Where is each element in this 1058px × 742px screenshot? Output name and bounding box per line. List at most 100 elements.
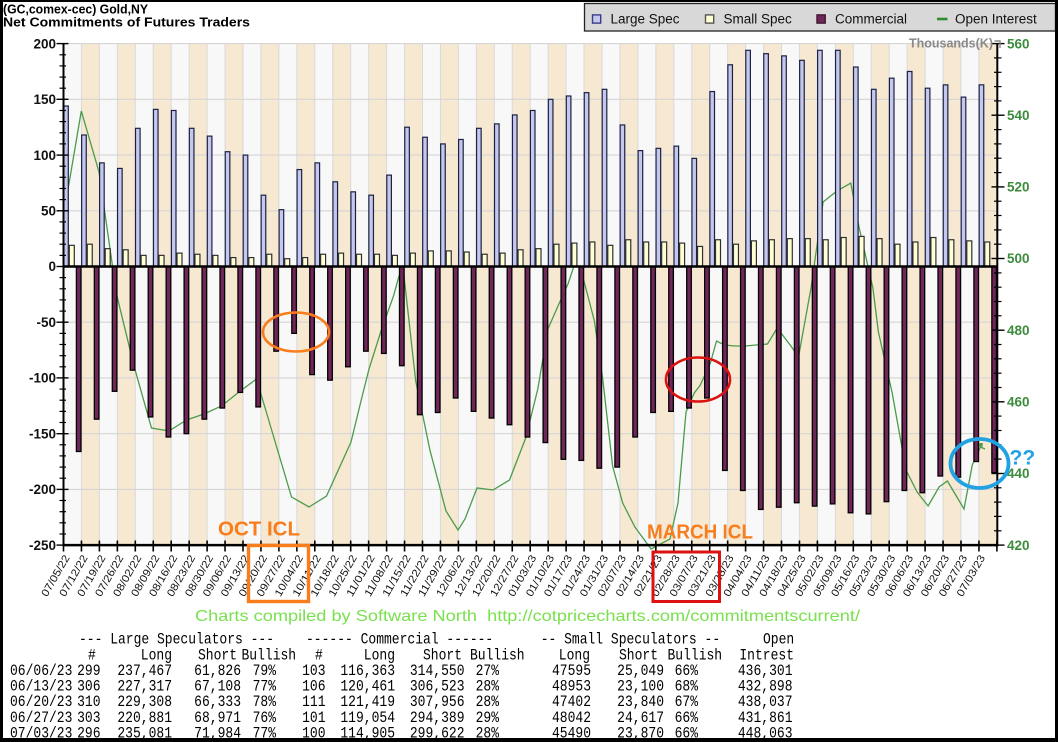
svg-text:06/20/23: 06/20/23 (10, 694, 72, 711)
svg-text:06/13/23: 06/13/23 (10, 679, 72, 696)
svg-text:29%: 29% (476, 710, 500, 727)
svg-text:Bullish: Bullish (668, 647, 723, 664)
svg-text:Open Interest: Open Interest (955, 12, 1037, 27)
svg-text:Short: Short (619, 647, 658, 664)
svg-text:Charts compiled by Software No: Charts compiled by Software North http:/… (195, 608, 861, 625)
svg-text:48953: 48953 (552, 679, 591, 696)
svg-text:50: 50 (41, 204, 56, 219)
svg-text:520: 520 (1007, 180, 1030, 195)
svg-text:500: 500 (1007, 251, 1030, 266)
svg-text:307,956: 307,956 (410, 694, 465, 711)
svg-text:-- Small Speculators --: -- Small Speculators -- (541, 631, 720, 648)
svg-text:Large Spec: Large Spec (611, 12, 680, 27)
svg-text:23,100: 23,100 (617, 679, 664, 696)
svg-text:47402: 47402 (552, 694, 591, 711)
svg-text:24,617: 24,617 (617, 710, 664, 727)
svg-text:------ Commercial ------: ------ Commercial ------ (306, 631, 493, 648)
svg-text:-100: -100 (29, 371, 56, 386)
svg-text:Long: Long (141, 647, 172, 664)
svg-text:06/06/23: 06/06/23 (10, 663, 72, 680)
svg-text:121,419: 121,419 (340, 694, 395, 711)
svg-text:310: 310 (77, 694, 100, 711)
svg-text:-50: -50 (36, 315, 56, 330)
svg-text:114,905: 114,905 (340, 725, 395, 742)
svg-text:MARCH ICL: MARCH ICL (647, 522, 753, 544)
svg-text:48042: 48042 (552, 710, 591, 727)
svg-text:66%: 66% (675, 710, 699, 727)
svg-text:-200: -200 (29, 482, 56, 497)
svg-text:106: 106 (302, 679, 325, 696)
svg-text:227,317: 227,317 (117, 679, 172, 696)
svg-text:67%: 67% (675, 694, 699, 711)
svg-text:67,108: 67,108 (194, 679, 241, 696)
svg-text:Net Commitments of Futures Tra: Net Commitments of Futures Traders (3, 15, 250, 30)
svg-text:200: 200 (33, 36, 56, 51)
svg-text:303: 303 (77, 710, 100, 727)
svg-text:480: 480 (1007, 323, 1030, 338)
svg-text:460: 460 (1007, 395, 1030, 410)
svg-text:314,550: 314,550 (410, 663, 465, 680)
svg-text:540: 540 (1007, 108, 1030, 123)
svg-text:296: 296 (77, 725, 100, 742)
svg-text:103: 103 (302, 663, 325, 680)
svg-text:Bullish: Bullish (470, 647, 525, 664)
svg-text:235,081: 235,081 (117, 725, 172, 742)
svg-text:07/03/23: 07/03/23 (10, 725, 72, 742)
svg-text:440: 440 (1007, 466, 1030, 481)
svg-text:68,971: 68,971 (194, 710, 241, 727)
svg-text:101: 101 (302, 710, 325, 727)
svg-text:294,389: 294,389 (410, 710, 465, 727)
svg-text:Long: Long (364, 647, 395, 664)
svg-text:431,861: 431,861 (738, 710, 793, 727)
svg-text:66,333: 66,333 (194, 694, 241, 711)
svg-text:299: 299 (77, 663, 100, 680)
svg-text:77%: 77% (253, 725, 277, 742)
svg-text:71,984: 71,984 (194, 725, 241, 742)
svg-text:220,881: 220,881 (117, 710, 172, 727)
svg-text:(GC,comex-cec) Gold,NY: (GC,comex-cec) Gold,NY (3, 1, 148, 16)
svg-text:111: 111 (302, 694, 325, 711)
svg-text:Thousands(K): Thousands(K) (909, 37, 993, 51)
svg-text:-150: -150 (29, 426, 56, 441)
svg-text:28%: 28% (476, 679, 500, 696)
svg-text:448,063: 448,063 (738, 725, 793, 742)
svg-text:#: # (315, 647, 323, 664)
svg-text:76%: 76% (253, 710, 277, 727)
svg-text:560: 560 (1007, 36, 1030, 51)
svg-text:??: ?? (1010, 447, 1036, 470)
svg-text:77%: 77% (253, 679, 277, 696)
svg-text:100: 100 (33, 148, 56, 163)
svg-text:Short: Short (423, 647, 462, 664)
svg-text:119,054: 119,054 (340, 710, 395, 727)
svg-text:61,826: 61,826 (194, 663, 241, 680)
svg-text:Bullish: Bullish (242, 647, 297, 664)
svg-text:438,037: 438,037 (738, 694, 793, 711)
svg-text:25,049: 25,049 (617, 663, 664, 680)
svg-text:--- Large Speculators ---: --- Large Speculators --- (79, 631, 274, 648)
svg-text:116,363: 116,363 (340, 663, 395, 680)
svg-text:06/27/23: 06/27/23 (10, 710, 72, 727)
svg-text:28%: 28% (476, 694, 500, 711)
svg-text:OCT ICL: OCT ICL (218, 519, 300, 541)
svg-text:432,898: 432,898 (738, 679, 793, 696)
svg-text:100: 100 (302, 725, 325, 742)
svg-text:229,308: 229,308 (117, 694, 172, 711)
svg-text:66%: 66% (675, 725, 699, 742)
svg-text:306: 306 (77, 679, 100, 696)
svg-text:47595: 47595 (552, 663, 591, 680)
svg-text:68%: 68% (675, 679, 699, 696)
svg-text:45490: 45490 (552, 725, 591, 742)
svg-text:306,523: 306,523 (410, 679, 465, 696)
svg-text:#: # (88, 647, 96, 664)
svg-text:23,840: 23,840 (617, 694, 664, 711)
svg-text:78%: 78% (253, 694, 277, 711)
svg-text:420: 420 (1007, 538, 1030, 553)
svg-text:Long: Long (559, 647, 590, 664)
svg-text:Open: Open (763, 631, 794, 648)
svg-text:299,622: 299,622 (410, 725, 465, 742)
svg-text:0: 0 (48, 259, 56, 274)
svg-text:150: 150 (33, 92, 56, 107)
svg-text:27%: 27% (476, 663, 500, 680)
svg-text:Short: Short (198, 647, 237, 664)
svg-text:66%: 66% (675, 663, 699, 680)
